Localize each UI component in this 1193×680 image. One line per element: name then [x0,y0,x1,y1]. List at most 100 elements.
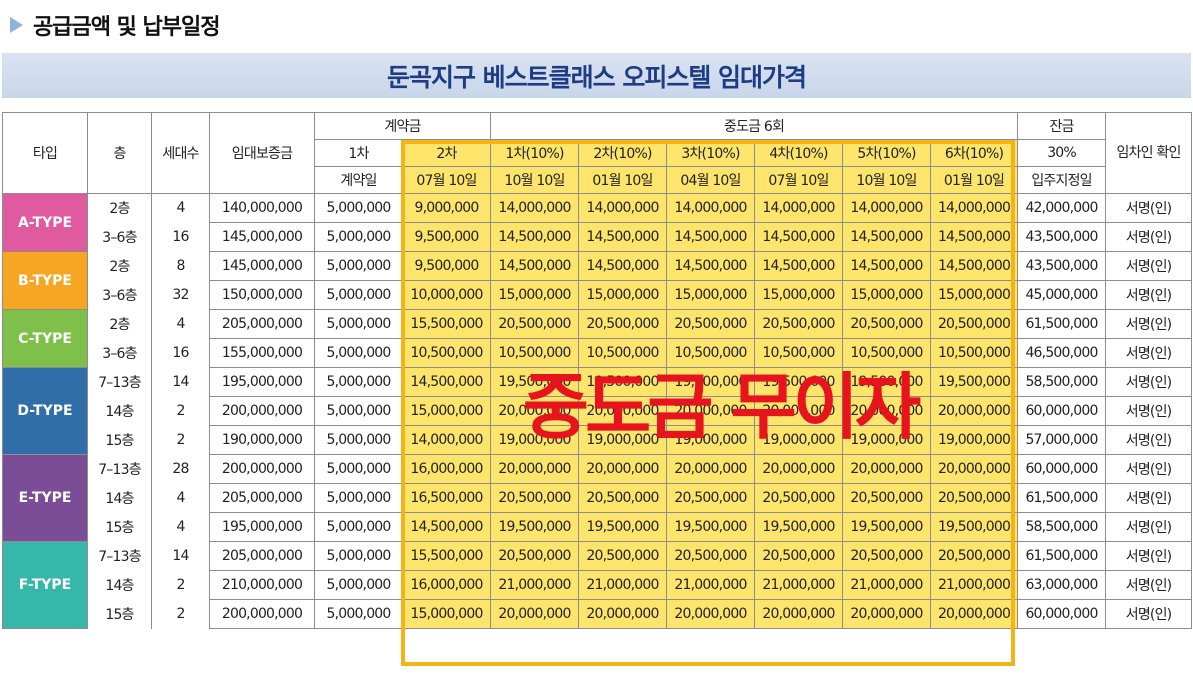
amount-cell: 20,000,000 [842,454,931,484]
header-row: 타입 층 세대수 임대보증금 계약금 중도금 6회 잔금 임차인 확인 [2,112,1193,194]
signature-cell: 서명(인) [1105,309,1193,339]
amount-cell: 63,000,000 [1017,570,1107,600]
amount-cell: 5,000,000 [314,309,403,339]
floor-cell: 14층 [87,396,152,426]
amount-cell: 5,000,000 [314,280,403,310]
amount-cell: 14,500,000 [578,222,667,252]
signature-cell: 서명(인) [1105,570,1193,600]
header-cell: 30% [1017,139,1107,167]
signature-cell: 서명(인) [1105,483,1193,513]
amount-cell: 14,000,000 [842,193,931,223]
table-row: 3–6층 32 150,000,000 5,000,000 10,000,000 15,0… [3,280,1193,310]
amount-cell: 15,500,000 [402,541,491,571]
header-cell: 4차(10%) [754,139,843,167]
amount-cell: 14,500,000 [490,251,579,281]
amount-cell: 14,000,000 [754,193,843,223]
units-cell: 16 [151,338,210,368]
amount-cell: 20,000,000 [578,454,667,484]
table-row: 14층 2 200,000,000 5,000,000 15,000,000 20,000… [3,396,1193,426]
amount-cell: 60,000,000 [1017,454,1107,484]
amount-cell: 14,000,000 [402,425,491,455]
floor-cell: 7–13층 [87,541,152,571]
amount-cell: 20,500,000 [842,309,931,339]
price-table-banner: 둔곡지구 베스트클래스 오피스텔 임대가격 [2,53,1191,98]
section-title-text: 공급금액 및 납부일정 [33,15,220,40]
header-cell: 2차(10%) [578,139,667,167]
header-row: 계약일 07월 10일 10월 10일 01월 10일 04월 10일 07월 10일 10… [3,166,1192,194]
amount-cell: 5,000,000 [314,251,403,281]
amount-cell: 19,500,000 [842,367,931,397]
amount-cell: 15,000,000 [666,280,755,310]
section-title: 공급금액 및 납부일정 [10,10,220,40]
amount-cell: 20,500,000 [578,483,667,513]
amount-cell: 155,000,000 [209,338,315,368]
amount-cell: 20,000,000 [842,396,931,426]
amount-cell: 15,000,000 [578,280,667,310]
amount-cell: 60,000,000 [1017,396,1107,426]
amount-cell: 19,500,000 [929,512,1019,542]
type-label: A-TYPE [2,193,88,252]
amount-cell: 14,500,000 [490,222,579,252]
floor-cell: 3–6층 [87,338,152,368]
amount-cell: 20,000,000 [754,396,843,426]
amount-cell: 19,500,000 [578,367,667,397]
amount-cell: 15,000,000 [402,599,491,629]
amount-cell: 20,000,000 [490,396,579,426]
units-cell: 14 [151,367,210,397]
amount-cell: 15,000,000 [754,280,843,310]
header-cell: 입주지정일 [1017,166,1107,194]
amount-cell: 20,500,000 [929,309,1019,339]
floor-cell: 15층 [87,512,152,542]
signature-cell: 서명(인) [1105,512,1193,542]
signature-cell: 서명(인) [1105,541,1193,571]
amount-cell: 5,000,000 [314,512,403,542]
amount-cell: 10,500,000 [490,338,579,368]
amount-cell: 200,000,000 [209,599,315,629]
floor-cell: 2층 [87,251,152,281]
amount-cell: 10,000,000 [402,280,491,310]
amount-cell: 16,000,000 [402,570,491,600]
type-label: E-TYPE [2,454,88,542]
signature-cell: 서명(인) [1105,425,1193,455]
amount-cell: 19,500,000 [490,512,579,542]
amount-cell: 14,000,000 [929,193,1019,223]
amount-cell: 15,500,000 [402,309,491,339]
amount-cell: 20,000,000 [754,454,843,484]
units-cell: 32 [151,280,210,310]
signature-cell: 서명(인) [1105,599,1193,629]
amount-cell: 20,000,000 [578,599,667,629]
amount-cell: 43,500,000 [1017,222,1107,252]
table-row: A-TYPE 2층 4 140,000,000 5,000,000 9,000,000 14… [2,193,1193,252]
amount-cell: 140,000,000 [209,193,315,223]
amount-cell: 20,500,000 [578,541,667,571]
amount-cell: 15,000,000 [929,280,1019,310]
amount-cell: 9,000,000 [402,193,491,223]
header-floor: 층 [87,112,152,194]
amount-cell: 20,000,000 [578,396,667,426]
amount-cell: 14,500,000 [929,251,1019,281]
amount-cell: 19,000,000 [842,425,931,455]
header-cell: 2차 [402,139,491,167]
amount-cell: 14,000,000 [666,193,755,223]
amount-cell: 20,000,000 [666,396,755,426]
amount-cell: 21,000,000 [666,570,755,600]
header-cell: 04월 10일 [666,166,755,194]
table-row: 14층 2 210,000,000 5,000,000 16,000,000 21,000… [3,570,1193,600]
amount-cell: 20,000,000 [754,599,843,629]
amount-cell: 19,500,000 [929,367,1019,397]
amount-cell: 10,500,000 [402,338,491,368]
amount-cell: 210,000,000 [209,570,315,600]
amount-cell: 5,000,000 [314,599,403,629]
header-cell: 10월 10일 [490,166,579,194]
header-cell: 5차(10%) [842,139,931,167]
header-units: 세대수 [151,112,210,194]
units-cell: 2 [151,425,210,455]
amount-cell: 10,500,000 [578,338,667,368]
amount-cell: 20,000,000 [929,454,1019,484]
amount-cell: 20,500,000 [490,541,579,571]
amount-cell: 21,000,000 [754,570,843,600]
table-row: 3–6층 16 155,000,000 5,000,000 10,500,000 10,5… [3,338,1193,368]
signature-cell: 서명(인) [1105,222,1193,252]
units-cell: 28 [151,454,210,484]
amount-cell: 19,500,000 [666,367,755,397]
